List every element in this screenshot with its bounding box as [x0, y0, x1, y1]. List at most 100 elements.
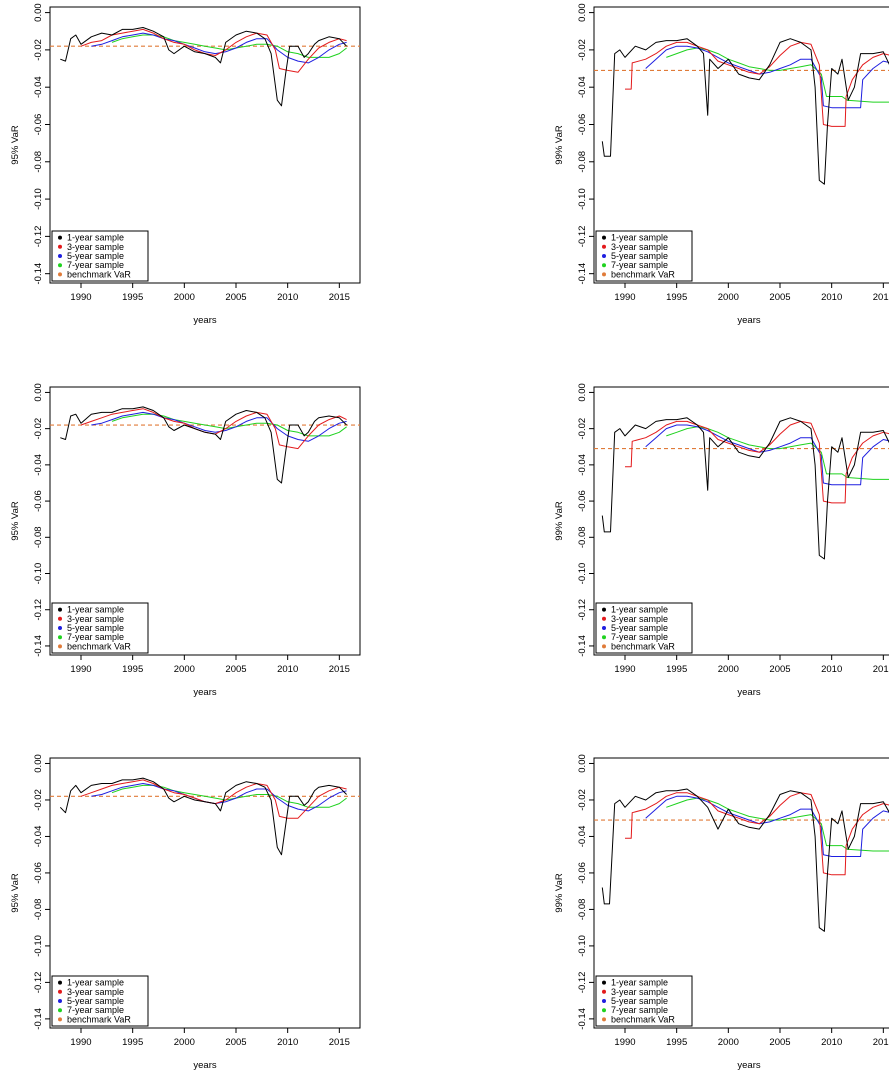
- y-tick-label: -0.06: [577, 114, 588, 136]
- legend-marker: [602, 980, 606, 985]
- legend-marker: [58, 254, 62, 258]
- y-tick-label: -0.04: [577, 76, 588, 98]
- y-tick-label: 0.00: [33, 3, 44, 22]
- series-line-5-year-sample: [645, 795, 889, 857]
- legend-label: benchmark VaR: [67, 641, 131, 651]
- legend-marker: [58, 607, 62, 612]
- plot-frame: [49, 6, 361, 284]
- legend-label: 7-year sample: [611, 1005, 668, 1015]
- legend-label: benchmark VaR: [611, 1014, 675, 1024]
- y-tick-label: -0.02: [33, 789, 44, 811]
- x-tick-label: 1995: [122, 664, 143, 675]
- x-axis-title: years: [193, 315, 216, 326]
- legend-marker: [602, 254, 606, 258]
- plot-frame: [593, 757, 889, 1029]
- series-line-5-year-sample: [645, 424, 889, 486]
- legend-label: benchmark VaR: [611, 641, 675, 651]
- y-tick-label: -0.12: [577, 599, 588, 621]
- y-axis-title: 95% VaR: [10, 873, 21, 913]
- x-tick-label: 2000: [174, 292, 195, 303]
- y-tick-label: -0.02: [577, 418, 588, 440]
- legend-box: [595, 975, 693, 1027]
- x-axis-title: years: [737, 687, 760, 698]
- y-tick-label: -0.04: [33, 454, 44, 476]
- x-tick-label: 2005: [769, 1037, 790, 1048]
- x-tick-label: 2015: [873, 292, 889, 303]
- y-tick-label: -0.12: [33, 226, 44, 248]
- series-line-1-year-sample: [601, 38, 889, 185]
- x-tick-label: 2015: [329, 292, 350, 303]
- legend-marker: [58, 999, 62, 1003]
- y-tick-label: 0.00: [577, 3, 588, 22]
- legend-label: 1-year sample: [611, 605, 668, 615]
- legend-marker: [58, 263, 62, 268]
- legend-label: 7-year sample: [67, 1005, 124, 1015]
- x-tick-label: 2005: [225, 292, 246, 303]
- series-line-3-year-sample: [625, 792, 889, 876]
- y-tick-label: -0.12: [33, 972, 44, 994]
- x-tick-label: 2005: [225, 1037, 246, 1048]
- legend-marker: [58, 1008, 62, 1013]
- legend-label: 1-year sample: [67, 233, 124, 243]
- series-line-3-year-sample: [625, 420, 889, 504]
- y-tick-label: -0.06: [33, 490, 44, 512]
- y-tick-label: -0.06: [33, 862, 44, 884]
- plot-frame: [593, 6, 889, 284]
- x-tick-label: 2000: [718, 1037, 739, 1048]
- x-axis-title: years: [737, 315, 760, 326]
- legend-marker: [58, 644, 62, 649]
- y-tick-label: -0.14: [33, 1008, 44, 1030]
- y-axis-title: 95% VaR: [10, 501, 21, 541]
- var-chart-panel: 1990 1995 2000 2005 2010 2015 0.00 -0.02 -0.04 -0…: [554, 3, 889, 326]
- y-tick-label: -0.14: [33, 263, 44, 285]
- y-tick-label: -0.02: [33, 39, 44, 61]
- legend-label: 7-year sample: [67, 260, 124, 270]
- series-line-1-year-sample: [601, 788, 889, 932]
- y-tick-label: -0.12: [577, 972, 588, 994]
- y-tick-label: -0.08: [33, 151, 44, 173]
- y-tick-label: -0.14: [577, 635, 588, 657]
- y-tick-label: -0.04: [577, 454, 588, 476]
- var-chart-panel: 1990 1995 2000 2005 2010 2015 0.00 -0.02 -0.04 -0…: [10, 754, 361, 1071]
- y-tick-label: -0.14: [577, 1008, 588, 1030]
- legend-marker: [602, 989, 606, 994]
- plot-frame: [593, 386, 889, 656]
- legend-box: [51, 230, 149, 282]
- legend-label: 3-year sample: [611, 614, 668, 624]
- legend-label: 7-year sample: [611, 260, 668, 270]
- legend-label: benchmark VaR: [611, 269, 675, 279]
- legend-label: benchmark VaR: [67, 269, 131, 279]
- legend-box: [51, 975, 149, 1027]
- x-tick-label: 2015: [873, 1037, 889, 1048]
- legend-label: 3-year sample: [67, 242, 124, 252]
- x-axis-title: years: [737, 1060, 760, 1071]
- x-tick-label: 2015: [873, 664, 889, 675]
- y-tick-label: -0.04: [33, 76, 44, 98]
- x-tick-label: 2000: [174, 1037, 195, 1048]
- legend-label: 5-year sample: [611, 996, 668, 1006]
- legend-label: 3-year sample: [67, 614, 124, 624]
- y-tick-label: 0.00: [577, 383, 588, 402]
- legend-marker: [58, 272, 62, 277]
- var-chart-panel: 1990 1995 2000 2005 2010 2015 0.00 -0.02 -0.04 -0…: [554, 383, 889, 698]
- y-axis-title: 99% VaR: [554, 873, 565, 913]
- legend-marker: [58, 989, 62, 994]
- legend-marker: [58, 980, 62, 985]
- series-line-3-year-sample: [80, 28, 347, 73]
- y-tick-label: -0.08: [33, 899, 44, 921]
- y-tick-label: -0.06: [577, 862, 588, 884]
- legend-label: 3-year sample: [67, 987, 124, 997]
- legend-label: 1-year sample: [611, 233, 668, 243]
- legend-marker: [602, 635, 606, 640]
- x-tick-label: 2015: [329, 1037, 350, 1048]
- legend-marker: [58, 616, 62, 621]
- x-tick-label: 2000: [174, 664, 195, 675]
- legend-label: 3-year sample: [611, 987, 668, 997]
- legend-marker: [602, 263, 606, 268]
- legend-marker: [58, 235, 62, 240]
